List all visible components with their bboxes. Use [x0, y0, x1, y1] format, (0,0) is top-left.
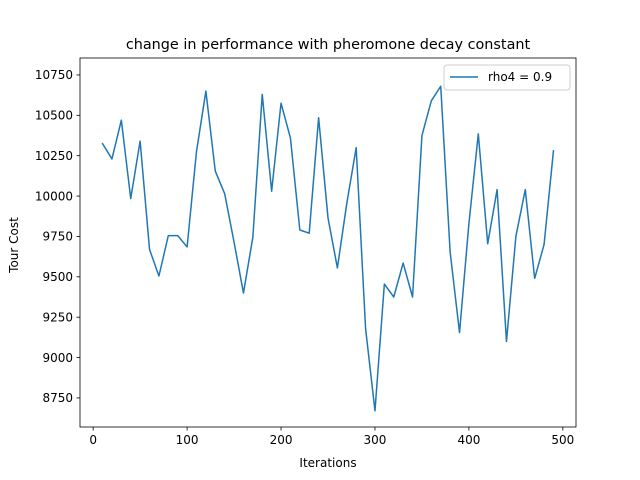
x-tick-label: 0 [89, 433, 97, 447]
y-tick-label: 9500 [42, 270, 73, 284]
x-tick-label: 200 [270, 433, 293, 447]
x-tick-label: 500 [551, 433, 574, 447]
y-tick-label: 10250 [35, 149, 73, 163]
y-tick-label: 10000 [35, 189, 73, 203]
axis-ticks: 0 100 200 300 400 500 8750 9000 9250 9500 9750 1000… [35, 68, 574, 447]
axes-frame [79, 57, 577, 428]
legend-label: rho4 = 0.9 [488, 70, 552, 84]
legend: rho4 = 0.9 [443, 64, 571, 91]
x-tick-label: 400 [457, 433, 480, 447]
y-tick-label: 10750 [35, 68, 73, 82]
x-tick-label: 100 [176, 433, 199, 447]
series-line [101, 85, 555, 412]
plot-area [101, 85, 555, 412]
chart-title: change in performance with pheromone dec… [126, 37, 531, 53]
legend-box [443, 64, 571, 91]
y-tick-label: 9000 [42, 351, 73, 365]
y-tick-label: 9250 [42, 310, 73, 324]
y-tick-label: 8750 [42, 391, 73, 405]
y-tick-label: 9750 [42, 230, 73, 244]
y-axis-label: Tour Cost [7, 217, 21, 274]
x-tick-label: 300 [364, 433, 387, 447]
y-tick-label: 10500 [35, 109, 73, 123]
x-axis-label: Iterations [299, 456, 356, 470]
